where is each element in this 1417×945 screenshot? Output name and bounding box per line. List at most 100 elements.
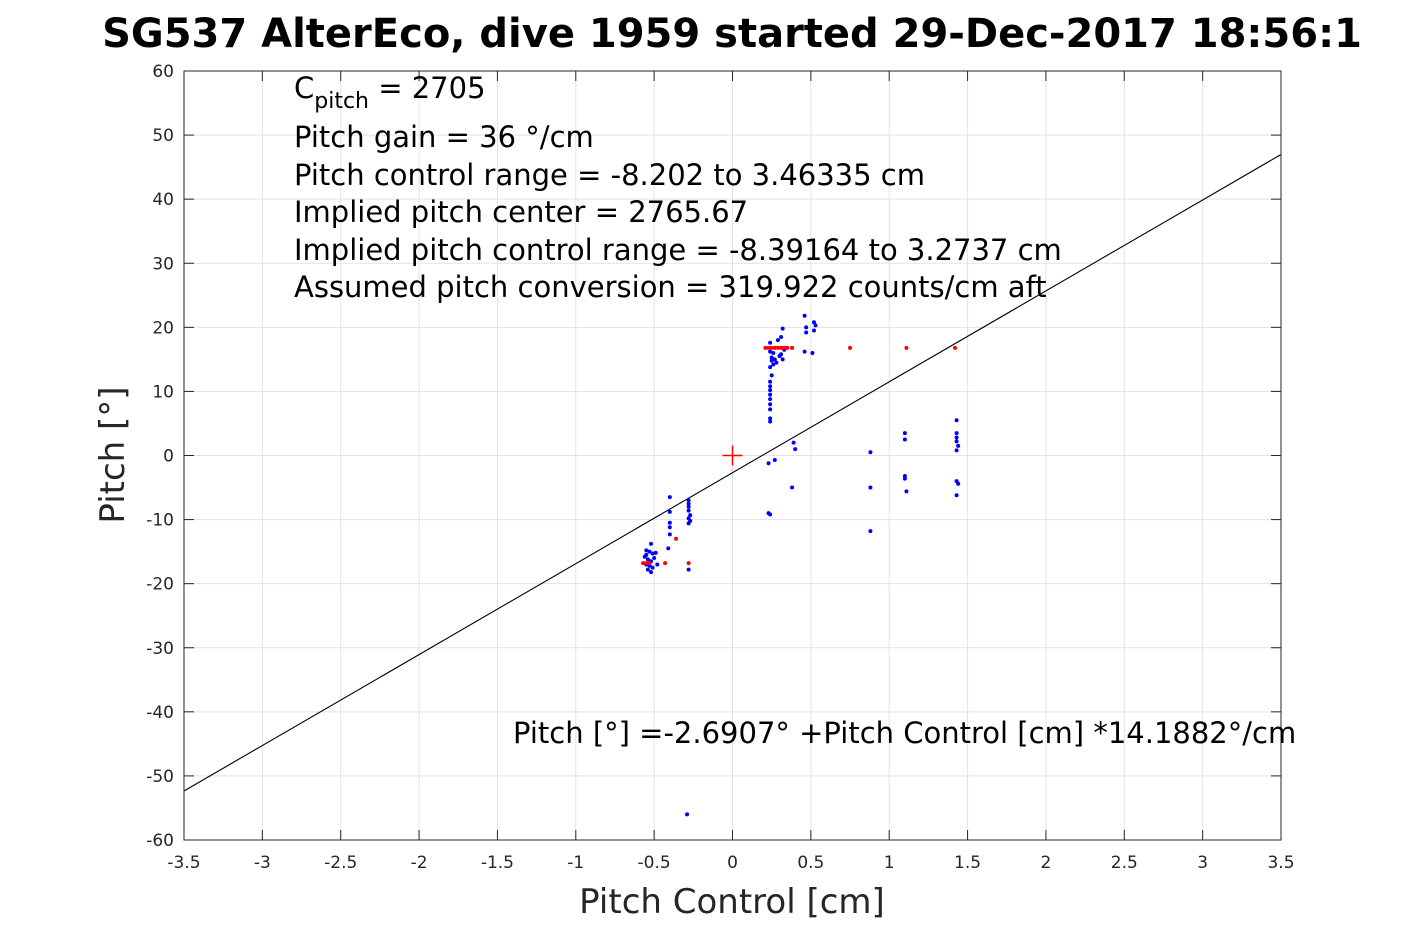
data-point-used <box>649 570 654 575</box>
data-point-excluded <box>904 345 909 350</box>
data-point-excluded <box>644 561 649 566</box>
data-point-used <box>790 485 795 490</box>
data-point-used <box>956 443 961 448</box>
fit-line <box>183 154 1282 792</box>
data-point-excluded <box>769 345 774 350</box>
axis-ticks <box>183 70 1282 841</box>
data-point-used <box>645 567 650 572</box>
data-point-used <box>868 529 873 534</box>
data-point-used <box>667 525 672 530</box>
data-point-excluded <box>674 536 679 541</box>
annotation-block: Cpitch = 2705 Pitch gain = 36 °/cm Pitch… <box>294 71 1062 304</box>
annotation-implied-pitch-control-range: Implied pitch control range = -8.39164 t… <box>294 233 1062 267</box>
data-point-used <box>685 812 690 817</box>
data-point-used <box>768 379 773 384</box>
y-tick-label: 40 <box>152 190 174 210</box>
data-point-used <box>768 384 773 389</box>
data-point-excluded <box>647 561 652 566</box>
data-point-excluded <box>790 345 795 350</box>
data-point-used <box>813 323 818 328</box>
x-tick-labels: -3.5 -3 -2.5 -2 -1.5 -1 -0.5 0 0.5 1 1.5 2 2.5 3 3.5 <box>167 853 1294 873</box>
x-tick-label: -1.5 <box>481 853 514 873</box>
data-point-used <box>771 362 776 367</box>
x-tick-label: 0.5 <box>797 853 824 873</box>
x-tick-label: 2.5 <box>1111 853 1138 873</box>
annotation-cpitch: Cpitch = 2705 <box>294 71 486 114</box>
data-point-used <box>954 448 959 453</box>
data-point-used <box>768 388 773 393</box>
fit-line-group <box>183 154 1282 792</box>
y-tick-label: 30 <box>152 254 174 274</box>
data-point-used <box>768 340 773 345</box>
data-point-used <box>645 557 650 562</box>
data-point-used <box>768 416 773 421</box>
data-point-used <box>686 501 691 506</box>
x-tick-label: 1.5 <box>954 853 981 873</box>
data-point-used <box>686 498 691 503</box>
data-point-used <box>768 397 773 402</box>
data-point-excluded <box>775 345 780 350</box>
data-point-used <box>791 440 796 445</box>
data-point-used <box>655 562 660 567</box>
y-tick-label: 10 <box>152 382 174 402</box>
y-axis-title: Pitch [°] <box>93 386 133 523</box>
data-point-used <box>793 447 798 452</box>
x-tick-label: -3.5 <box>167 853 200 873</box>
data-point-used <box>772 457 777 462</box>
data-point-used <box>779 334 784 339</box>
y-tick-label: -20 <box>146 575 174 595</box>
data-point-excluded <box>766 345 771 350</box>
annotation-cpitch-value: = 2705 <box>369 71 486 105</box>
data-point-used <box>768 349 773 354</box>
data-point-excluded <box>686 561 691 566</box>
x-tick-label: -0.5 <box>638 853 671 873</box>
data-point-used <box>768 512 773 517</box>
data-point-excluded <box>848 345 853 350</box>
data-point-excluded <box>779 345 784 350</box>
data-point-used <box>768 407 773 412</box>
data-point-used <box>769 355 774 360</box>
data-point-used <box>667 520 672 525</box>
data-point-used <box>902 431 907 436</box>
data-point-used <box>686 508 691 513</box>
y-tick-label: 20 <box>152 318 174 338</box>
data-point-used <box>772 357 777 362</box>
data-point-used <box>647 549 652 554</box>
y-tick-label: -60 <box>146 831 174 851</box>
data-point-used <box>653 550 658 555</box>
excluded-points <box>641 345 958 566</box>
data-point-excluded <box>772 345 777 350</box>
x-tick-label: -2 <box>411 853 428 873</box>
data-point-used <box>771 350 776 355</box>
data-point-used <box>768 402 773 407</box>
y-tick-label: -10 <box>146 511 174 531</box>
x-tick-label: 1 <box>884 853 895 873</box>
x-tick-label: -2.5 <box>324 853 357 873</box>
y-tick-label: -40 <box>146 703 174 723</box>
data-point-used <box>956 481 961 486</box>
data-point-used <box>804 325 809 330</box>
data-point-used <box>644 548 649 553</box>
data-point-used <box>804 330 809 335</box>
data-point-used <box>768 392 773 397</box>
data-point-excluded <box>782 345 787 350</box>
y-tick-label: -30 <box>146 639 174 659</box>
data-point-excluded <box>953 345 958 350</box>
data-point-used <box>902 437 907 442</box>
data-point-used <box>649 541 654 546</box>
data-point-used <box>868 450 873 455</box>
data-point-used <box>667 509 672 514</box>
y-tick-label: 60 <box>152 62 174 82</box>
annotation-pitch-gain: Pitch gain = 36 °/cm <box>294 120 594 154</box>
chart-title: SG537 AlterEco, dive 1959 started 29-Dec… <box>102 11 1362 57</box>
x-tick-label: 0 <box>727 853 738 873</box>
data-point-used <box>954 431 959 436</box>
data-point-used <box>811 320 816 325</box>
data-point-used <box>904 489 909 494</box>
data-point-used <box>769 358 774 363</box>
data-point-used <box>954 439 959 444</box>
y-tick-label: 50 <box>152 126 174 146</box>
data-point-used <box>902 476 907 481</box>
data-point-used <box>768 419 773 424</box>
